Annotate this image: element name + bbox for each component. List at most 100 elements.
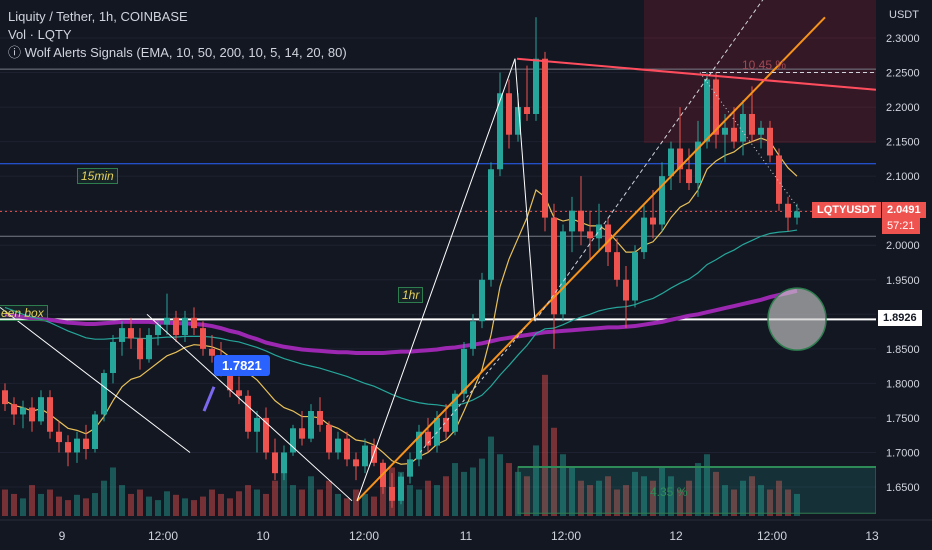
candle[interactable] xyxy=(542,51,548,232)
candle[interactable] xyxy=(389,473,395,508)
candle[interactable] xyxy=(722,113,728,163)
candle[interactable] xyxy=(200,321,206,356)
highlight-circle[interactable] xyxy=(767,287,827,351)
candle[interactable] xyxy=(416,424,422,467)
white-trendline-down[interactable] xyxy=(514,58,536,322)
white-trendline-left[interactable] xyxy=(0,307,191,453)
candle[interactable] xyxy=(236,376,242,405)
candle[interactable] xyxy=(524,65,530,121)
symbol-tag[interactable]: LQTYUSDT xyxy=(812,202,882,218)
candle[interactable] xyxy=(299,411,305,446)
candle[interactable] xyxy=(398,473,404,505)
candle[interactable] xyxy=(776,148,782,211)
price-axis[interactable]: USDT2.30002.25002.20002.15002.10002.0500… xyxy=(876,0,932,550)
candle[interactable] xyxy=(407,452,413,484)
label-15min[interactable]: 15min xyxy=(77,168,118,184)
candle[interactable] xyxy=(560,224,566,322)
label-green-box[interactable]: een box xyxy=(0,305,48,321)
red-trendline[interactable] xyxy=(516,57,877,91)
candles-layer[interactable] xyxy=(2,17,800,508)
candle[interactable] xyxy=(281,445,287,481)
candle[interactable] xyxy=(11,397,17,425)
candle[interactable] xyxy=(677,107,683,184)
label-1hr[interactable]: 1hr xyxy=(398,287,424,303)
candle[interactable] xyxy=(704,72,710,149)
candle[interactable] xyxy=(191,307,197,336)
candle[interactable] xyxy=(569,196,575,253)
candle[interactable] xyxy=(479,272,485,329)
candle[interactable] xyxy=(65,435,71,467)
candle[interactable] xyxy=(497,72,503,177)
candle[interactable] xyxy=(155,321,161,346)
candle[interactable] xyxy=(146,328,152,363)
dashed-projection-line[interactable] xyxy=(534,0,770,322)
candle[interactable] xyxy=(668,141,674,190)
candle[interactable] xyxy=(164,293,170,336)
candle[interactable] xyxy=(137,328,143,370)
symbol-line[interactable]: Liquity / Tether, 1h, COINBASE xyxy=(8,8,347,26)
candle[interactable] xyxy=(29,397,35,432)
volume-line[interactable]: Vol · LQTY xyxy=(8,26,347,44)
time-axis[interactable]: 9 12:00 10 12:00 11 12:00 12 12:00 13 xyxy=(0,519,932,550)
white-trendline-up[interactable] xyxy=(356,58,516,501)
candle[interactable] xyxy=(470,314,476,356)
white-trendline-mid[interactable] xyxy=(146,313,353,502)
candle[interactable] xyxy=(20,400,26,429)
candle[interactable] xyxy=(758,120,764,149)
indicator-line[interactable]: ⓘ Wolf Alerts Signals (EMA, 10, 50, 200,… xyxy=(8,44,347,62)
trendlines-layer[interactable] xyxy=(0,0,877,502)
orange-trendline[interactable] xyxy=(356,16,826,502)
candle[interactable] xyxy=(335,431,341,460)
price-callout[interactable]: 1.7821 xyxy=(214,355,270,376)
candle[interactable] xyxy=(794,203,800,225)
candle[interactable] xyxy=(209,335,215,363)
candle[interactable] xyxy=(641,203,647,260)
candle[interactable] xyxy=(785,196,791,232)
candle[interactable] xyxy=(317,397,323,432)
candle[interactable] xyxy=(695,120,701,197)
dotted-decline-line[interactable] xyxy=(699,72,801,211)
candle[interactable] xyxy=(326,421,332,460)
candle[interactable] xyxy=(47,390,53,439)
candle[interactable] xyxy=(596,203,602,253)
white-line-price-tag[interactable]: 1.8926 xyxy=(878,310,922,326)
candle[interactable] xyxy=(740,100,746,156)
candle[interactable] xyxy=(713,72,719,149)
candle[interactable] xyxy=(425,417,431,453)
candle[interactable] xyxy=(488,162,494,287)
candle[interactable] xyxy=(623,265,629,329)
candle[interactable] xyxy=(452,390,458,436)
candle[interactable] xyxy=(128,317,134,349)
candle[interactable] xyxy=(308,404,314,443)
candle[interactable] xyxy=(38,390,44,425)
candle[interactable] xyxy=(245,390,251,439)
candle[interactable] xyxy=(650,189,656,239)
candle[interactable] xyxy=(182,310,188,342)
candle[interactable] xyxy=(290,424,296,456)
candle[interactable] xyxy=(731,107,737,149)
candle[interactable] xyxy=(92,411,98,453)
candle[interactable] xyxy=(119,321,125,356)
candle[interactable] xyxy=(2,383,8,412)
candle[interactable] xyxy=(632,245,638,308)
candle[interactable] xyxy=(578,176,584,246)
candle[interactable] xyxy=(749,86,755,142)
candle[interactable] xyxy=(263,407,269,460)
candle[interactable] xyxy=(74,431,80,463)
candle[interactable] xyxy=(533,17,539,121)
candle[interactable] xyxy=(272,438,278,481)
candle[interactable] xyxy=(101,369,107,422)
candle[interactable] xyxy=(587,210,593,260)
candle[interactable] xyxy=(254,411,260,453)
candle[interactable] xyxy=(614,238,620,287)
candle[interactable] xyxy=(173,310,179,342)
last-price-tag[interactable]: 2.0491 xyxy=(882,202,926,218)
candle[interactable] xyxy=(767,120,773,163)
candle[interactable] xyxy=(686,148,692,190)
candle[interactable] xyxy=(56,421,62,453)
candle[interactable] xyxy=(551,203,557,349)
candle[interactable] xyxy=(506,79,512,149)
candle[interactable] xyxy=(83,424,89,460)
candle[interactable] xyxy=(110,335,116,384)
